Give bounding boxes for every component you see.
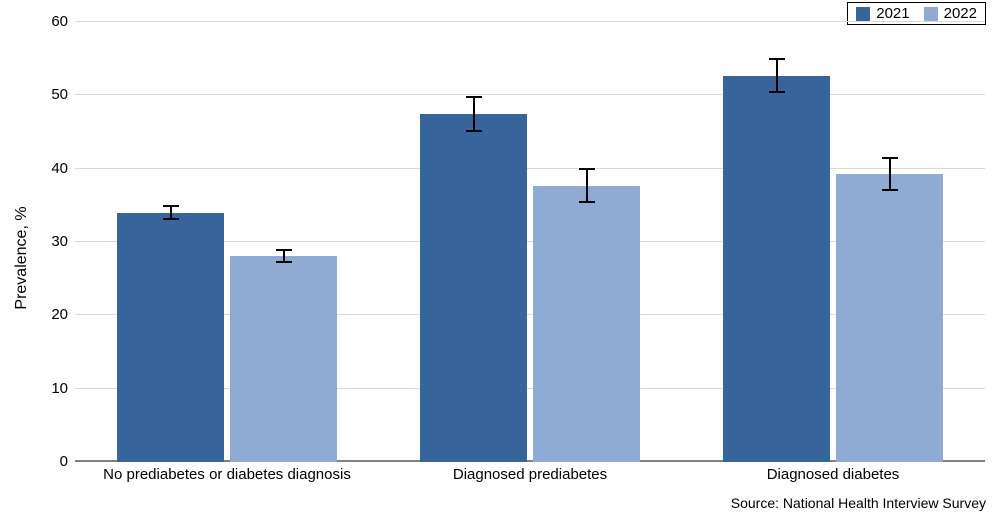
- y-tick-label: 30: [28, 233, 68, 250]
- legend-item-2021: 2021: [856, 5, 909, 22]
- plot-area: [75, 22, 985, 462]
- chart-stage: 2021 2022 Prevalence, % Source: National…: [0, 0, 1000, 515]
- y-axis-title: Prevalence, %: [13, 206, 31, 309]
- legend-label-2022: 2022: [944, 5, 977, 22]
- y-tick-label: 20: [28, 306, 68, 323]
- bar: [230, 256, 337, 462]
- legend-item-2022: 2022: [924, 5, 977, 22]
- y-tick-label: 60: [28, 13, 68, 30]
- bar: [117, 213, 224, 462]
- y-tick-label: 10: [28, 380, 68, 397]
- legend-swatch-2021: [856, 7, 870, 21]
- gridline: [75, 21, 985, 22]
- legend-swatch-2022: [924, 7, 938, 21]
- legend-label-2021: 2021: [876, 5, 909, 22]
- y-tick-label: 50: [28, 86, 68, 103]
- y-tick-label: 0: [28, 453, 68, 470]
- x-category-label: Diagnosed diabetes: [767, 466, 900, 483]
- y-tick-label: 40: [28, 160, 68, 177]
- x-category-label: No prediabetes or diabetes diagnosis: [103, 466, 351, 483]
- x-category-label: Diagnosed prediabetes: [453, 466, 607, 483]
- source-label: Source: National Health Interview Survey: [731, 495, 986, 511]
- bar: [533, 186, 640, 462]
- bar: [420, 114, 527, 462]
- bar: [723, 76, 830, 462]
- gridline: [75, 168, 985, 169]
- bar: [836, 174, 943, 462]
- gridline: [75, 94, 985, 95]
